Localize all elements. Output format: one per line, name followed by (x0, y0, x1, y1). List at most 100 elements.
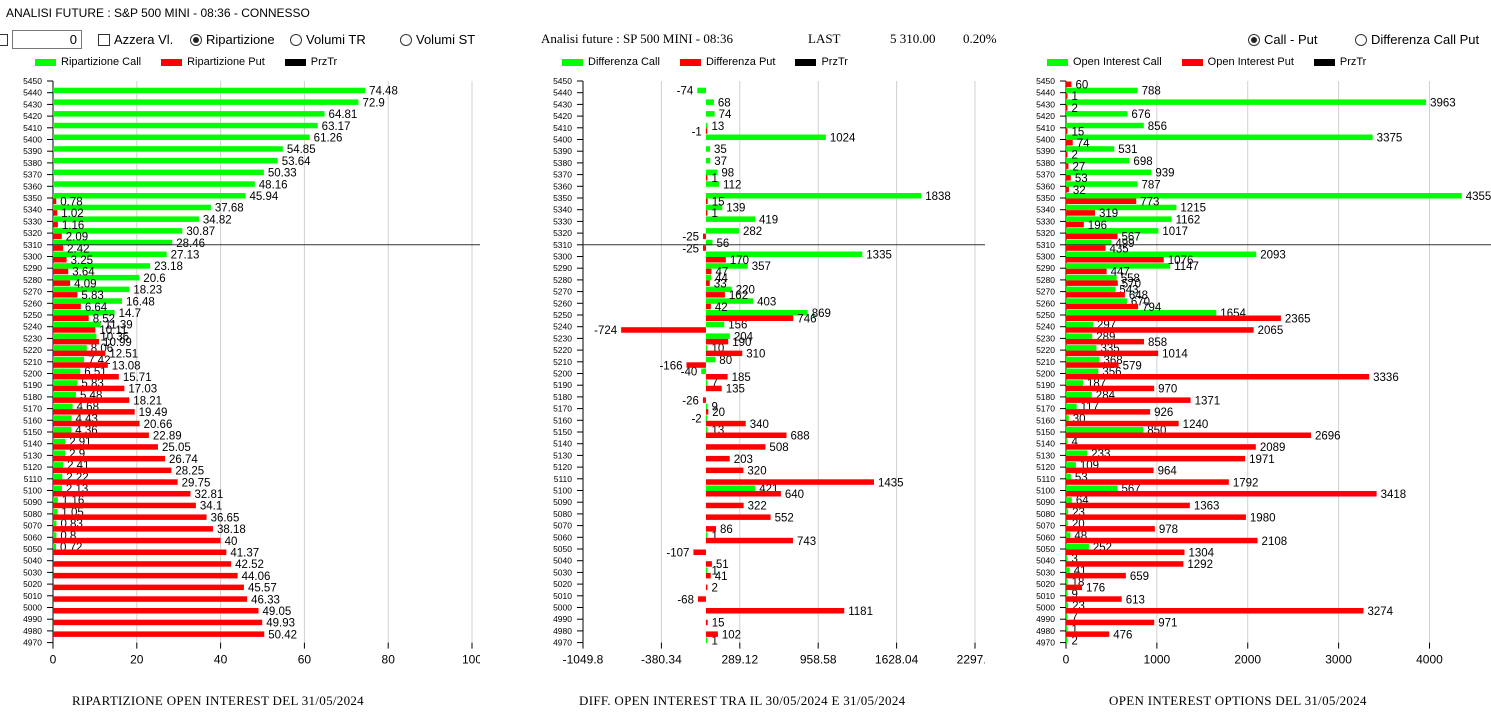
y-tick-label: 5240 (1036, 322, 1055, 332)
legend-swatch-put (1181, 58, 1203, 66)
y-tick-label: 5160 (23, 415, 42, 425)
y-tick-label: 5140 (553, 439, 572, 449)
data-label: 319 (1099, 208, 1118, 220)
radio-ripartizione[interactable]: Ripartizione (190, 32, 275, 47)
y-tick-label: 5170 (553, 404, 572, 414)
legend-swatch-call (1047, 58, 1068, 66)
y-tick-label: 5140 (1036, 439, 1055, 449)
put-bar (1066, 526, 1155, 532)
radio-dot[interactable] (1355, 33, 1367, 46)
call-bar (1066, 310, 1217, 316)
data-label: 33 (714, 278, 727, 290)
partial-checkbox[interactable] (0, 33, 8, 46)
data-label: 102 (722, 629, 741, 641)
call-bar (1066, 286, 1116, 293)
put-bar (1066, 315, 1281, 321)
radio-dot[interactable] (400, 33, 412, 46)
y-tick-label: 5160 (553, 415, 572, 425)
call-bar (1066, 391, 1092, 398)
call-bar (53, 450, 66, 456)
call-bar (53, 122, 318, 129)
y-tick-label: 5090 (1036, 497, 1055, 507)
put-bar (705, 467, 744, 474)
y-tick-label: 5330 (1036, 216, 1055, 226)
put-bar (705, 315, 794, 321)
put-bar (53, 455, 166, 462)
call-bar (705, 134, 826, 140)
chart3-title: OPEN INTEREST OPTIONS DEL 31/05/2024 (1109, 693, 1367, 708)
radio-volumi-tr[interactable]: Volumi TR (290, 32, 366, 47)
data-label: 22.89 (153, 431, 182, 443)
data-label: 50.33 (268, 168, 297, 180)
put-bar (1066, 572, 1126, 579)
data-label: 4.09 (74, 278, 96, 290)
call-bar (1066, 403, 1077, 410)
y-tick-label: 5420 (23, 111, 42, 121)
data-label: 53.64 (282, 156, 311, 168)
call-bar (53, 251, 167, 257)
azzera-check-box[interactable] (98, 33, 110, 46)
radio-dot-selected[interactable] (1248, 33, 1260, 46)
data-label: 60 (1075, 80, 1088, 92)
y-tick-label: 5370 (553, 170, 572, 180)
call-bar (1066, 228, 1159, 234)
call-bar (53, 239, 173, 246)
azzera-checkbox[interactable]: Azzera Vl. (98, 32, 173, 47)
y-tick-label: 5370 (1036, 170, 1055, 180)
x-tick-label: 2000 (1234, 653, 1261, 667)
data-label: 4355 (1466, 191, 1491, 203)
number-input[interactable] (12, 30, 82, 49)
data-label: 2089 (1260, 442, 1286, 454)
y-tick-label: 5030 (23, 567, 42, 577)
call-bar (1066, 239, 1112, 246)
radio-call-put[interactable]: Call - Put (1248, 32, 1317, 47)
put-bar (53, 385, 125, 392)
put-bar (702, 397, 706, 403)
put-bar (1066, 409, 1151, 415)
call-bar (705, 239, 713, 246)
y-tick-label: 5260 (23, 298, 42, 308)
y-tick-label: 5040 (1036, 556, 1055, 566)
data-label: 50.42 (268, 629, 297, 641)
call-bar (53, 415, 72, 421)
put-bar (53, 409, 135, 415)
data-label: 1 (711, 565, 717, 577)
radio-dot[interactable] (290, 33, 302, 46)
put-bar (705, 409, 709, 415)
put-bar (705, 303, 711, 310)
y-tick-label: 5290 (1036, 263, 1055, 273)
radio-dot-selected[interactable] (190, 33, 202, 46)
put-bar (53, 315, 89, 321)
x-tick-label: 0 (1063, 653, 1070, 667)
call-bar (705, 532, 708, 538)
data-label: 32.81 (194, 489, 223, 501)
call-bar (705, 251, 863, 257)
y-tick-label: 5290 (23, 263, 42, 273)
data-label: 1304 (1188, 548, 1214, 560)
put-bar (705, 572, 711, 579)
y-tick-label: 5080 (553, 509, 572, 519)
put-bar (1066, 444, 1256, 450)
data-label: 8.52 (93, 314, 115, 326)
y-tick-label: 5380 (553, 158, 572, 168)
put-bar (1066, 93, 1068, 99)
data-label: 18.23 (133, 285, 162, 297)
radio-diff-call-put[interactable]: Differenza Call Put (1355, 32, 1479, 47)
put-bar (53, 198, 57, 204)
call-bar (53, 181, 255, 187)
y-tick-label: 5230 (553, 333, 572, 343)
y-tick-label: 5000 (1036, 603, 1055, 613)
legend-chart2: Differenza Call Differenza Put PrzTr (562, 56, 862, 68)
put-bar (705, 631, 718, 637)
legend-swatch-call (562, 58, 583, 66)
data-label: 10.99 (103, 337, 132, 349)
put-bar (1066, 631, 1110, 637)
legend-swatch-przTr (795, 58, 817, 66)
data-label: 1 (711, 636, 717, 648)
call-bar (53, 87, 366, 94)
y-tick-label: 4990 (23, 614, 42, 624)
y-tick-label: 5300 (1036, 252, 1055, 262)
radio-volumi-st[interactable]: Volumi ST (400, 32, 475, 47)
put-bar (1066, 467, 1154, 474)
data-label: 698 (1133, 156, 1152, 168)
